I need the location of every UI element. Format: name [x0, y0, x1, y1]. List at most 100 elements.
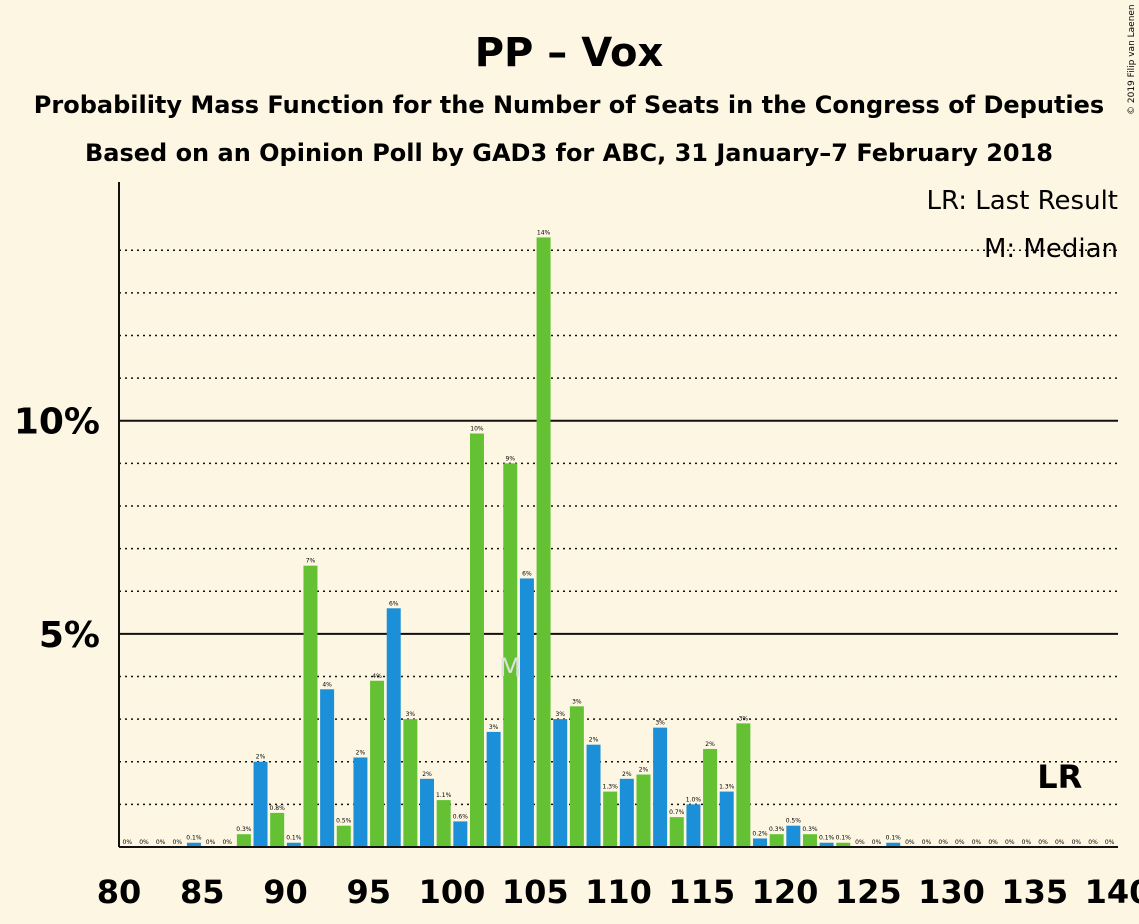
bar-label-seat-94: 0.5%	[336, 818, 352, 825]
bar-label-seat-95: 2%	[356, 749, 366, 756]
bar-seat-95	[353, 757, 368, 847]
bar-label-seat-123: 0.1%	[819, 835, 835, 842]
y-tick-5: 5%	[39, 615, 100, 656]
x-tick-140: 140	[1085, 873, 1139, 911]
bar-seat-91	[286, 842, 301, 847]
bar-seat-100	[436, 800, 451, 847]
bar-seat-105	[519, 578, 534, 847]
bar-seat-123	[819, 842, 834, 847]
x-tick-100: 100	[419, 873, 486, 911]
bar-seat-85	[186, 842, 201, 847]
bar-label-seat-119: 0.2%	[752, 830, 768, 837]
y-tick-10: 10%	[14, 402, 100, 443]
y-tick-labels: 5% 10%	[14, 402, 100, 656]
bar-seat-92	[303, 565, 318, 847]
bar-label-seat-91: 0.1%	[286, 835, 302, 842]
bar-seat-124	[836, 842, 851, 847]
chart-subtitle-1: Probability Mass Function for the Number…	[34, 91, 1104, 119]
bar-seat-103	[486, 731, 501, 847]
bar-label-seat-81: 0%	[123, 839, 133, 846]
median-marker: M	[499, 653, 521, 683]
bar-seat-127	[886, 842, 901, 847]
bar-seat-104	[503, 463, 518, 847]
bar-labels-group: 0% 0% 0% 0%0.1%0% 0%0.3%2%0.8%0.1%7%4%0.5%2%…	[123, 229, 1115, 846]
bar-label-seat-132: 0%	[972, 839, 982, 846]
bar-seat-107	[553, 719, 568, 847]
x-tick-130: 130	[918, 873, 985, 911]
bar-label-seat-139: 0%	[1088, 839, 1098, 846]
bar-label-seat-98: 3%	[406, 711, 416, 718]
bar-label-seat-103: 3%	[489, 724, 499, 731]
bar-seat-115	[686, 804, 701, 847]
bar-seat-120	[769, 834, 784, 847]
bar-seat-113	[653, 727, 668, 847]
bars-group	[186, 237, 901, 847]
x-tick-90: 90	[263, 873, 308, 911]
bar-label-seat-83: 0%	[156, 839, 166, 846]
bar-seat-111	[619, 778, 634, 847]
bar-label-seat-84: 0%	[173, 839, 183, 846]
bar-label-seat-137: 0%	[1055, 839, 1065, 846]
bar-label-seat-100: 1.1%	[436, 792, 452, 799]
bar-seat-97	[386, 608, 401, 847]
bar-label-seat-82: 0%	[139, 839, 149, 846]
bar-seat-90	[270, 812, 285, 847]
bar-seat-101	[453, 821, 468, 847]
bar-label-seat-115: 1.0%	[686, 796, 702, 803]
bar-seat-99	[420, 778, 435, 847]
bar-label-seat-121: 0.5%	[786, 818, 802, 825]
bar-label-seat-85: 0.1%	[186, 835, 202, 842]
x-tick-80: 80	[97, 873, 142, 911]
bar-label-seat-120: 0.3%	[769, 826, 785, 833]
bar-label-seat-90: 0.8%	[270, 805, 286, 812]
bar-label-seat-138: 0%	[1072, 839, 1082, 846]
bar-label-seat-124: 0.1%	[836, 835, 852, 842]
bar-label-seat-106: 14%	[537, 229, 551, 236]
bar-label-seat-104: 9%	[506, 455, 516, 462]
bar-seat-88	[236, 834, 251, 847]
x-tick-135: 135	[1001, 873, 1068, 911]
bar-label-seat-135: 0%	[1022, 839, 1032, 846]
bar-label-seat-92: 7%	[306, 558, 316, 565]
legend-median: M: Median	[984, 234, 1118, 264]
gridlines	[119, 249, 1118, 806]
bar-seat-114	[669, 817, 684, 847]
bar-seat-89	[253, 761, 268, 847]
bar-label-seat-128: 0%	[905, 839, 915, 846]
bar-label-seat-89: 2%	[256, 754, 266, 761]
bar-label-seat-105: 6%	[522, 570, 532, 577]
x-tick-85: 85	[180, 873, 225, 911]
x-tick-95: 95	[346, 873, 391, 911]
bar-label-seat-99: 2%	[422, 771, 432, 778]
chart-title: PP – Vox	[475, 30, 664, 76]
bar-seat-119	[753, 838, 768, 847]
x-tick-105: 105	[502, 873, 569, 911]
bar-label-seat-112: 2%	[639, 767, 649, 774]
bar-seat-108	[569, 706, 584, 847]
bar-seat-121	[786, 825, 801, 847]
bar-seat-109	[586, 744, 601, 847]
bar-label-seat-110: 1.3%	[603, 784, 619, 791]
bar-label-seat-136: 0%	[1038, 839, 1048, 846]
bar-label-seat-113: 3%	[655, 720, 665, 727]
bar-label-seat-126: 0%	[872, 839, 882, 846]
x-tick-labels: 80 85 90 95 100 105 110 115 120 125 130 135 140	[97, 873, 1139, 911]
chart-subtitle-2: Based on an Opinion Poll by GAD3 for ABC…	[85, 139, 1053, 167]
x-tick-110: 110	[585, 873, 652, 911]
bar-label-seat-96: 4%	[372, 673, 382, 680]
bar-seat-110	[603, 791, 618, 847]
legend-last-result: LR: Last Result	[926, 186, 1118, 216]
bar-seat-112	[636, 774, 651, 847]
bar-label-seat-97: 6%	[389, 600, 399, 607]
bar-label-seat-107: 3%	[555, 711, 565, 718]
bar-label-seat-87: 0%	[222, 839, 232, 846]
bar-label-seat-134: 0%	[1005, 839, 1015, 846]
bar-label-seat-88: 0.3%	[236, 826, 252, 833]
bar-label-seat-111: 2%	[622, 771, 632, 778]
copyright-text: © 2019 Filip van Laenen	[1127, 4, 1137, 115]
x-tick-120: 120	[752, 873, 819, 911]
bar-label-seat-109: 2%	[589, 737, 599, 744]
bar-seat-102	[469, 433, 484, 847]
bar-label-seat-122: 0.3%	[802, 826, 818, 833]
